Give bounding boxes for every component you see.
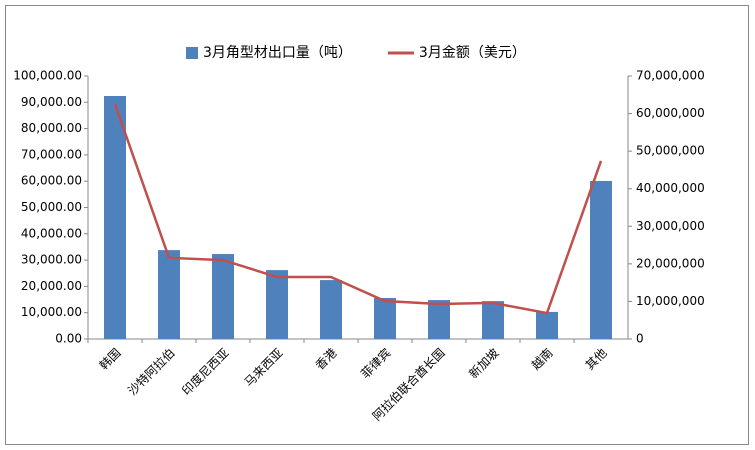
bar: [536, 311, 558, 339]
y-tick-label: 30,000.00: [21, 253, 82, 267]
legend: 3月角型材出口量（吨） 3月金额（美元）: [186, 45, 526, 61]
bar: [320, 280, 342, 339]
bar: [428, 300, 450, 339]
bar: [104, 95, 126, 339]
y2-tick-label: 60,000,000: [636, 106, 705, 120]
y2-tick-label: 50,000,000: [636, 144, 705, 158]
bar: [158, 250, 180, 339]
legend-label: 3月角型材出口量（吨）: [203, 45, 352, 61]
y-tick-label: 10,000.00: [21, 305, 82, 319]
y-tick-label: 80,000.00: [21, 121, 82, 135]
bar: [266, 270, 288, 339]
bar: [590, 180, 612, 339]
y-tick-label: 0.00: [55, 332, 82, 346]
legend-swatch: [186, 47, 198, 59]
y-tick-label: 60,000.00: [21, 174, 82, 188]
y2-tick-label: 20,000,000: [636, 256, 705, 270]
bar: [482, 301, 504, 339]
y-tick-label: 40,000.00: [21, 226, 82, 240]
y2-tick-label: 10,000,000: [636, 294, 705, 308]
y-tick-label: 20,000.00: [21, 279, 82, 293]
y2-tick-label: 0: [636, 332, 644, 346]
y-tick-label: 70,000.00: [21, 147, 82, 161]
legend-label: 3月金额（美元）: [419, 45, 526, 61]
line: [113, 103, 603, 315]
y2-tick-label: 40,000,000: [636, 181, 705, 195]
bar: [374, 297, 396, 339]
y2-tick-label: 70,000,000: [636, 69, 705, 83]
y2-tick-label: 30,000,000: [636, 219, 705, 233]
y-tick-label: 90,000.00: [21, 95, 82, 109]
bar: [212, 254, 234, 339]
y-tick-label: 50,000.00: [21, 200, 82, 214]
y-tick-label: 100,000.00: [13, 69, 82, 83]
chart-border: [5, 5, 749, 445]
